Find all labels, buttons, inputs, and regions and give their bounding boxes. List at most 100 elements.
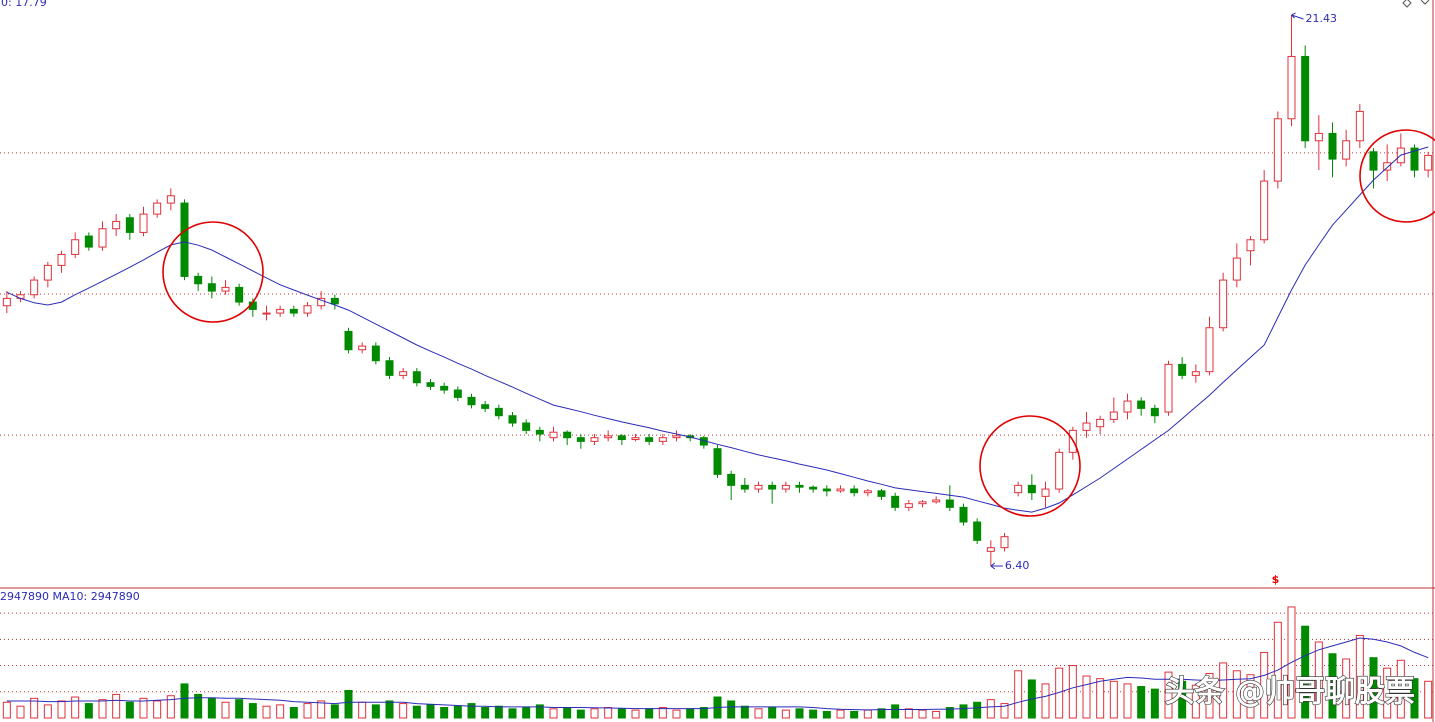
candle-body [727,473,736,486]
candle-body [781,484,790,490]
volume-bar [426,704,435,719]
candle-body [1164,363,1173,413]
volume-bar [727,700,736,719]
volume-bar [494,705,503,719]
candle-body [1150,407,1159,417]
candle-body [371,345,380,362]
candle-body [57,253,66,266]
candle-body [863,490,872,494]
low-label: 6.40 [1005,559,1029,572]
low-pointer [990,562,1003,570]
volume-bar [221,701,230,719]
candle-body [850,488,859,494]
volume-bar [358,701,367,719]
candle-body [535,429,544,435]
candle-body [891,495,900,508]
candle-body [1041,488,1050,497]
candle-body [713,448,722,475]
candle-body [795,484,804,488]
volume-bar [522,707,531,719]
volume-bar [1342,658,1351,719]
candle-body [904,503,913,508]
volume-bar [1164,671,1173,719]
volume-bar [1000,703,1009,719]
candle-body [2,297,11,307]
volume-bar [1109,680,1118,719]
volume-bar [385,700,394,719]
candle-body [1369,151,1378,171]
candle-body [1000,536,1009,549]
volume-bar [863,709,872,719]
candle-body [973,521,982,541]
volume-bar [248,703,257,719]
volume-bar [235,699,244,719]
volume-bar [973,701,982,719]
candle-body [16,294,25,299]
volume-bar [699,707,708,719]
candle-body [426,382,435,387]
volume-bar [959,704,968,719]
volume-bar [1369,657,1378,719]
candle-body [330,297,339,305]
candle-body [153,202,162,215]
volume-bar [822,710,831,719]
volume-bar [576,709,585,719]
volume-bar [1150,688,1159,719]
candle-body [658,437,667,442]
candle-body [932,499,941,503]
volume-bar [850,710,859,719]
volume-bar [1096,678,1105,719]
candle-body [1260,180,1269,241]
volume-bar [1014,670,1023,719]
watermark: 头条 @帅哥聊股票 [1165,675,1415,710]
candle-body [1273,118,1282,182]
volume-bar [330,704,339,719]
volume-bar [2,701,11,719]
volume-bar [1396,659,1405,719]
candle-body [1027,484,1036,494]
candle-body [1219,279,1228,329]
volume-bar [98,699,107,719]
volume-bar [1328,653,1337,719]
volume-bar [481,707,490,719]
candle-body [1096,418,1105,428]
candle-body [221,286,230,292]
candle-body [180,202,189,277]
candle-body [1191,371,1200,376]
volume-bar [877,708,886,719]
candle-body [959,506,968,523]
volume-bar [112,693,121,719]
grid [0,152,1433,693]
candle-body [1109,411,1118,420]
volume-bar [194,693,203,719]
candle-body [576,437,585,442]
candle-body [43,264,52,281]
candle-body [194,275,203,285]
high-pointer [1291,12,1304,20]
candle-body [631,437,640,441]
candle-body [303,305,312,314]
volume-bar [207,697,216,719]
candle-body [1137,400,1146,409]
candle-body [1123,400,1132,413]
volume-bar [453,705,462,719]
volume-bar [672,709,681,719]
volume-bar [1410,678,1419,719]
volume-bar [1082,675,1091,719]
volume-bar [549,708,558,719]
volume-bar [399,703,408,719]
candle-body [945,499,954,508]
volume-bar [467,703,476,719]
volume-bar [57,700,66,719]
volume-bar [1219,662,1228,719]
candle-body [30,279,39,296]
toolbar-icons[interactable] [1402,0,1430,8]
volume-bar [440,707,449,719]
volume-bar [1260,651,1269,719]
volume-bar [986,699,995,719]
marks: 21.43 6.40 $ [2,12,1433,719]
candle-body [289,308,298,314]
candle-body [1178,363,1187,376]
